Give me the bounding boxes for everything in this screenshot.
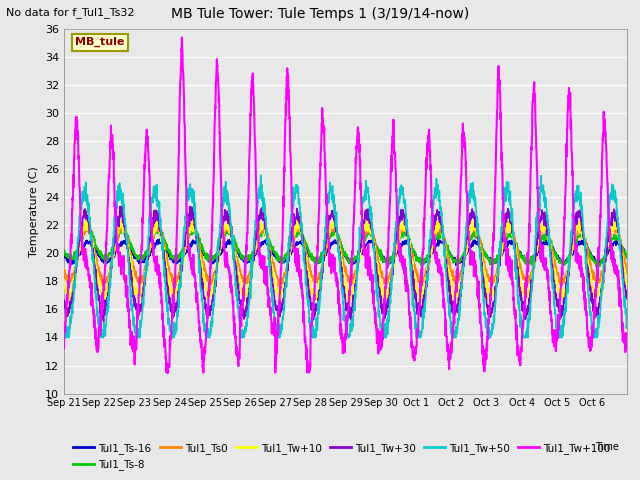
Tul1_Tw+10 — [548, 249, 556, 254]
Tul1_Ts-16 — [380, 258, 387, 264]
Tul1_Tw+10 — [116, 217, 124, 223]
Tul1_Ts-8 — [515, 248, 523, 254]
Tul1_Tw+10 — [60, 277, 68, 283]
Tul1_Ts-8 — [83, 223, 91, 229]
Tul1_Tw+100 — [239, 306, 246, 312]
Tul1_Tw+30 — [516, 289, 524, 295]
Tul1_Ts-16 — [516, 248, 524, 254]
Tul1_Tw+30 — [118, 204, 125, 209]
Tul1_Tw+100 — [60, 346, 68, 351]
Tul1_Tw+10 — [293, 214, 301, 219]
Tul1_Ts-16 — [116, 242, 124, 248]
Tul1_Tw+50 — [116, 187, 124, 193]
Tul1_Ts-8 — [592, 264, 600, 269]
Text: MB_tule: MB_tule — [76, 37, 125, 48]
Tul1_Ts-8 — [547, 241, 555, 247]
Tul1_Tw+100 — [380, 308, 388, 314]
Tul1_Tw+50 — [60, 327, 68, 333]
Tul1_Ts0 — [616, 234, 623, 240]
Tul1_Ts0 — [505, 221, 513, 227]
Tul1_Tw+50 — [616, 247, 623, 253]
Tul1_Ts-8 — [116, 226, 124, 231]
Tul1_Tw+10 — [516, 275, 524, 280]
Tul1_Tw+50 — [516, 307, 524, 313]
Line: Tul1_Ts0: Tul1_Ts0 — [64, 224, 627, 286]
Line: Tul1_Tw+100: Tul1_Tw+100 — [64, 37, 627, 372]
Tul1_Tw+30 — [548, 254, 556, 260]
Line: Tul1_Tw+50: Tul1_Tw+50 — [64, 175, 627, 337]
Tul1_Tw+100 — [164, 370, 172, 375]
Tul1_Ts-8 — [238, 255, 246, 261]
Tul1_Tw+100 — [548, 319, 556, 324]
Tul1_Ts0 — [275, 283, 282, 289]
Tul1_Tw+10 — [238, 289, 246, 295]
Tul1_Tw+50 — [380, 328, 388, 334]
Tul1_Ts0 — [380, 276, 387, 281]
Tul1_Tw+10 — [380, 287, 388, 293]
Tul1_Ts-8 — [60, 250, 68, 255]
Line: Tul1_Tw+10: Tul1_Tw+10 — [64, 216, 627, 302]
Tul1_Ts-16 — [60, 253, 68, 259]
Text: MB Tule Tower: Tule Temps 1 (3/19/14-now): MB Tule Tower: Tule Temps 1 (3/19/14-now… — [171, 7, 469, 21]
Line: Tul1_Ts-16: Tul1_Ts-16 — [64, 239, 627, 265]
Tul1_Tw+30 — [623, 295, 631, 301]
Legend: Tul1_Ts-16, Tul1_Ts-8, Tul1_Ts0, Tul1_Tw+10, Tul1_Tw+30, Tul1_Tw+50, Tul1_Tw+100: Tul1_Ts-16, Tul1_Ts-8, Tul1_Ts0, Tul1_Tw… — [69, 439, 615, 474]
Tul1_Tw+50 — [548, 266, 556, 272]
Tul1_Tw+50 — [238, 327, 246, 333]
Tul1_Tw+30 — [100, 318, 108, 324]
Tul1_Ts-8 — [380, 260, 387, 265]
Tul1_Ts-16 — [616, 241, 623, 247]
Tul1_Ts-16 — [548, 243, 556, 249]
Line: Tul1_Ts-8: Tul1_Ts-8 — [64, 226, 627, 266]
Tul1_Tw+100 — [623, 331, 631, 336]
Tul1_Ts0 — [623, 269, 631, 275]
Tul1_Tw+30 — [60, 297, 68, 303]
Tul1_Ts-16 — [623, 252, 631, 258]
Tul1_Tw+30 — [239, 307, 246, 313]
Tul1_Tw+10 — [623, 278, 631, 284]
Tul1_Tw+50 — [62, 335, 70, 340]
Tul1_Ts-16 — [238, 255, 246, 261]
Tul1_Tw+100 — [116, 254, 124, 260]
Tul1_Tw+30 — [380, 309, 388, 315]
Tul1_Ts0 — [116, 228, 124, 233]
Tul1_Ts-8 — [623, 255, 631, 261]
Y-axis label: Temperature (C): Temperature (C) — [29, 166, 39, 257]
Tul1_Ts0 — [238, 275, 246, 280]
Tul1_Ts-8 — [616, 237, 623, 242]
Tul1_Tw+100 — [516, 354, 524, 360]
Text: Time: Time — [595, 442, 619, 452]
Tul1_Ts0 — [548, 242, 556, 248]
Tul1_Tw+10 — [277, 299, 285, 305]
Tul1_Ts-16 — [452, 263, 460, 268]
Tul1_Ts0 — [60, 269, 68, 275]
Tul1_Tw+50 — [623, 317, 631, 323]
Tul1_Tw+30 — [616, 237, 623, 242]
Tul1_Tw+30 — [116, 214, 124, 219]
Tul1_Ts0 — [516, 260, 524, 265]
Text: No data for f_Tul1_Ts32: No data for f_Tul1_Ts32 — [6, 7, 135, 18]
Tul1_Tw+100 — [178, 35, 186, 40]
Tul1_Tw+100 — [616, 287, 623, 292]
Line: Tul1_Tw+30: Tul1_Tw+30 — [64, 206, 627, 321]
Tul1_Tw+50 — [257, 172, 265, 178]
Tul1_Tw+10 — [616, 235, 623, 241]
Tul1_Ts-16 — [156, 236, 163, 242]
